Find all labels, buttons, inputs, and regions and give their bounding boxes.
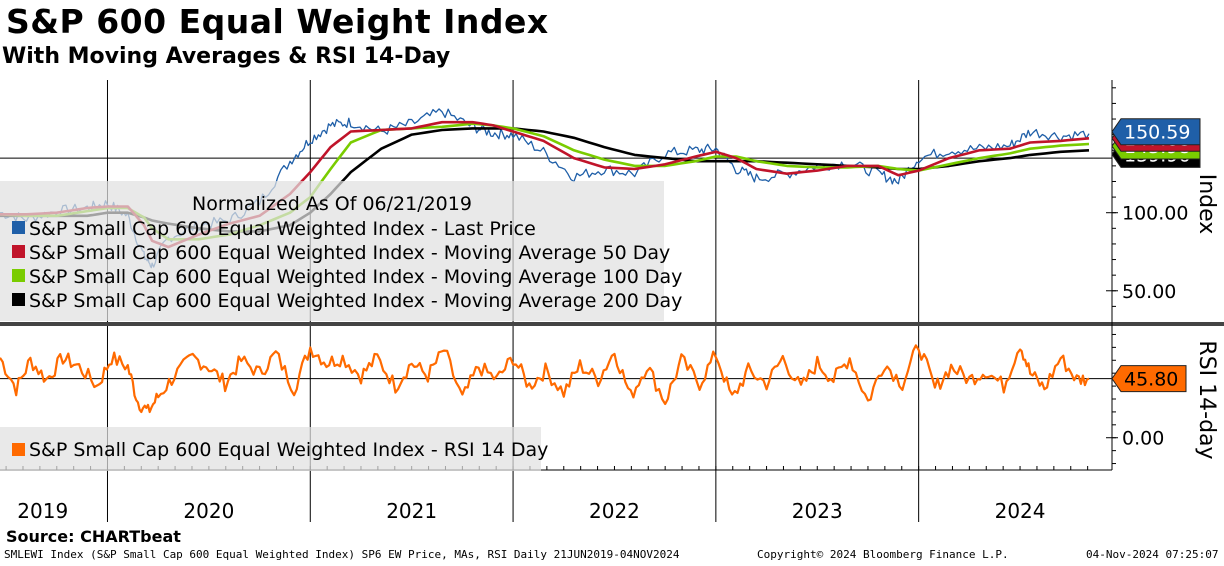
source-note: Source: CHARTbeat: [6, 527, 181, 546]
x-tick-label-2023: 2023: [792, 499, 843, 523]
price-axis-title: Index: [1194, 174, 1219, 235]
x-tick-label-2022: 2022: [589, 499, 640, 523]
x-tick-label-2021: 2021: [386, 499, 437, 523]
footer-copyright: Copyright© 2024 Bloomberg Finance L.P.: [757, 548, 1009, 561]
rsi-last-tag-box: [1111, 365, 1187, 393]
legend-swatch-1: [12, 245, 25, 258]
rsi-legend-box: [0, 427, 541, 471]
x-tick-label-2019: 2019: [17, 499, 68, 523]
chart-subtitle: With Moving Averages & RSI 14-Day: [2, 44, 451, 69]
rsi-axis-title: RSI 14-day: [1194, 340, 1219, 459]
price-tick-label: 100.00: [1122, 203, 1188, 225]
legend-swatch-3: [12, 293, 25, 306]
chart-title: S&P 600 Equal Weight Index: [6, 2, 549, 41]
x-tick-label-2024: 2024: [995, 499, 1046, 523]
legend-entry-2: S&P Small Cap 600 Equal Weighted Index -…: [29, 266, 682, 288]
legend-entry-0: S&P Small Cap 600 Equal Weighted Index -…: [29, 218, 536, 240]
rsi-tick-label: 0.00: [1122, 428, 1164, 450]
price-last-tag-box: [1111, 118, 1201, 146]
rsi-series-line: [0, 344, 1090, 414]
rsi-last-tag: 45.80: [1124, 369, 1178, 391]
price-legend-box: [0, 181, 664, 321]
price-legend-header: Normalized As Of 06/21/2019: [192, 193, 472, 215]
legend-swatch-0: [12, 221, 25, 234]
legend-entry-3: S&P Small Cap 600 Equal Weighted Index -…: [29, 290, 682, 312]
rsi-legend-entry: S&P Small Cap 600 Equal Weighted Index -…: [29, 439, 548, 461]
rsi-legend-swatch: [12, 443, 25, 456]
footer-timestamp: 04-Nov-2024 07:25:07: [1086, 548, 1219, 561]
footer-description: SMLEWI Index (S&P Small Cap 600 Equal We…: [4, 548, 680, 561]
legend-entry-1: S&P Small Cap 600 Equal Weighted Index -…: [29, 242, 670, 264]
legend-swatch-2: [12, 269, 25, 282]
x-tick-label-2020: 2020: [183, 499, 234, 523]
price-last-tag: 150.59: [1124, 122, 1190, 144]
price-tick-label: 50.00: [1122, 281, 1176, 303]
